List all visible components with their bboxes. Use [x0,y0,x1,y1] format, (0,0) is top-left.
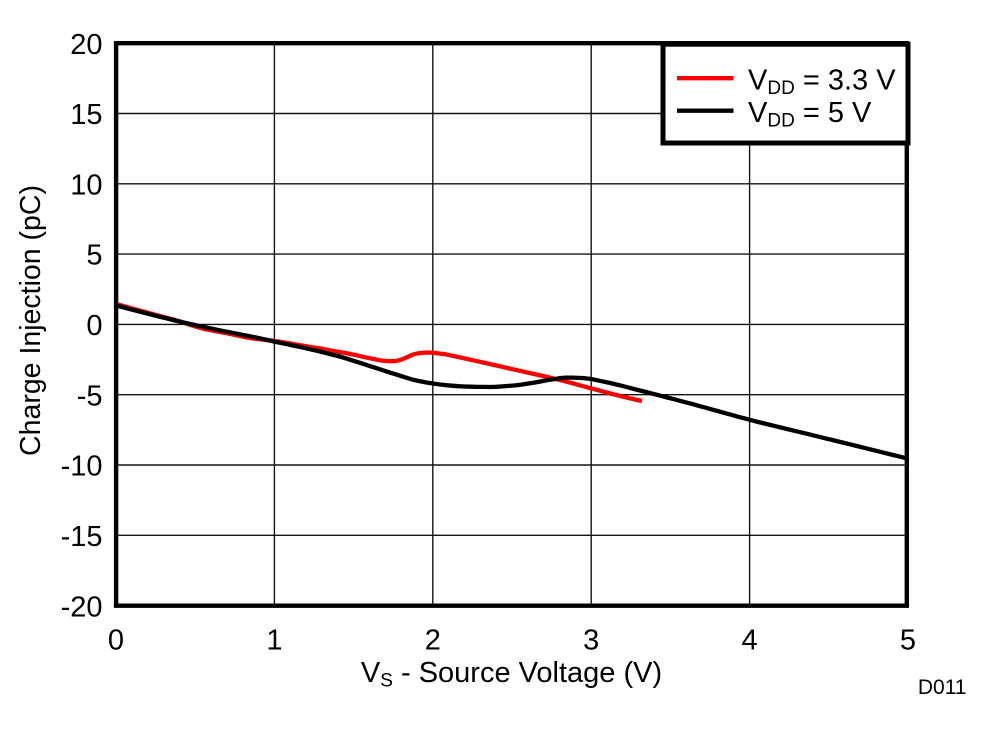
svg-text:-5: -5 [77,380,103,412]
svg-text:20: 20 [70,29,102,61]
svg-text:3: 3 [583,625,599,657]
svg-text:VDD = 5 V: VDD = 5 V [748,97,872,132]
svg-text:4: 4 [742,625,758,657]
svg-text:10: 10 [70,169,102,201]
svg-text:5: 5 [86,240,102,272]
svg-text:15: 15 [70,99,102,131]
svg-text:-20: -20 [61,591,103,623]
svg-text:0: 0 [86,310,102,342]
svg-text:VS - Source Voltage (V): VS - Source Voltage (V) [361,657,662,692]
svg-text:D011: D011 [918,676,967,699]
svg-text:-15: -15 [61,521,103,553]
svg-text:1: 1 [266,625,282,657]
svg-text:5: 5 [900,625,916,657]
svg-text:2: 2 [425,625,441,657]
svg-text:-10: -10 [61,451,103,483]
svg-text:Charge Injection (pC): Charge Injection (pC) [15,185,47,456]
svg-text:0: 0 [108,625,124,657]
